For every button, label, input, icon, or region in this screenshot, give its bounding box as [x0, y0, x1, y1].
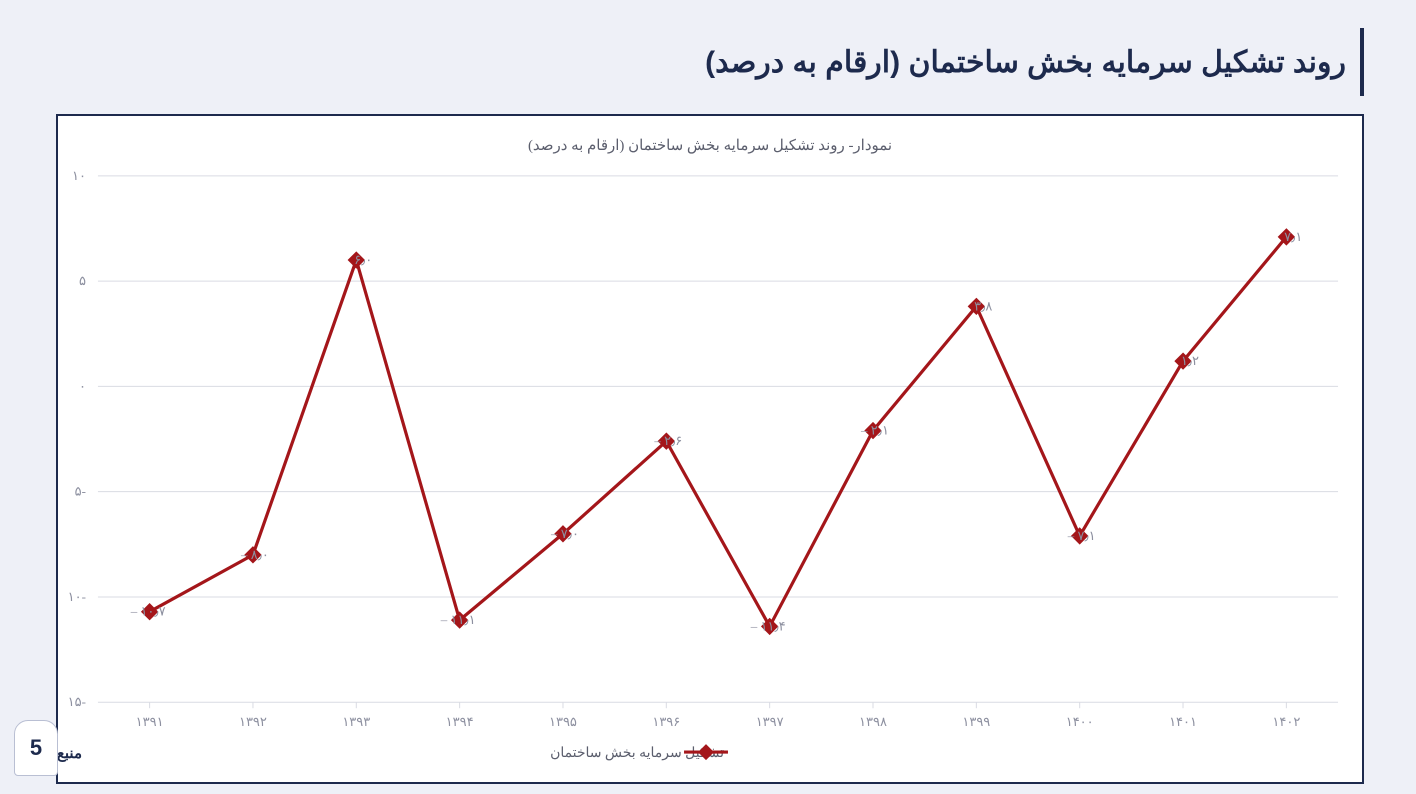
- svg-text:۲٫۱ –: ۲٫۱ –: [860, 423, 889, 438]
- svg-text:۶٫۰: ۶٫۰: [354, 252, 372, 267]
- svg-text:منبع: بانک مرکزی جمهوری اسلامی: منبع: بانک مرکزی جمهوری اسلامی ایران (۱۴…: [58, 746, 82, 762]
- svg-text:۱۳۹۳: ۱۳۹۳: [342, 714, 370, 729]
- svg-text:۱۳۹۹: ۱۳۹۹: [962, 714, 990, 729]
- svg-text:۱۳۹۵: ۱۳۹۵: [549, 714, 577, 729]
- svg-text:۷٫۱: ۷٫۱: [1284, 229, 1302, 244]
- svg-text:۱۵-: ۱۵-: [68, 694, 86, 709]
- svg-text:۱۳۹۱: ۱۳۹۱: [136, 714, 164, 729]
- page-title: روند تشکیل سرمایه بخش ساختمان (ارقام به …: [705, 45, 1346, 80]
- title-accent-bar: [1360, 28, 1364, 96]
- svg-text:۱۱٫۱ –: ۱۱٫۱ –: [440, 612, 476, 627]
- svg-text:۱۳۹۲: ۱۳۹۲: [239, 714, 267, 729]
- svg-text:۱۰: ۱۰: [72, 168, 86, 183]
- svg-text:۱۳۹۶: ۱۳۹۶: [652, 714, 680, 729]
- svg-text:۱۴۰۰: ۱۴۰۰: [1066, 714, 1094, 729]
- svg-text:۷٫۱ –: ۷٫۱ –: [1067, 528, 1096, 543]
- svg-text:۱۳۹۷: ۱۳۹۷: [756, 714, 784, 729]
- line-chart: نمودار- روند تشکیل سرمایه بخش ساختمان (ا…: [58, 116, 1362, 782]
- svg-text:۱۳۹۸: ۱۳۹۸: [859, 714, 887, 729]
- page-number-badge: 5: [14, 720, 58, 776]
- svg-text:۵-: ۵-: [75, 484, 86, 499]
- svg-text:۱۳۹۴: ۱۳۹۴: [446, 714, 474, 729]
- page-number: 5: [30, 735, 42, 761]
- svg-text:۵: ۵: [79, 273, 86, 288]
- svg-text:۱۰٫۷ –: ۱۰٫۷ –: [130, 604, 166, 619]
- svg-text:۱۴۰۱: ۱۴۰۱: [1169, 714, 1197, 729]
- svg-text:۱۰-: ۱۰-: [68, 589, 86, 604]
- svg-text:۷٫۰ –: ۷٫۰ –: [550, 526, 579, 541]
- svg-text:۸٫۰ –: ۸٫۰ –: [240, 547, 269, 562]
- svg-text:۱۱٫۴ –: ۱۱٫۴ –: [750, 618, 786, 633]
- svg-text:۳٫۸: ۳٫۸: [974, 298, 992, 313]
- svg-text:۱۴۰۲: ۱۴۰۲: [1272, 714, 1300, 729]
- chart-card: نمودار- روند تشکیل سرمایه بخش ساختمان (ا…: [56, 114, 1364, 784]
- svg-text:۰: ۰: [79, 378, 86, 393]
- svg-text:۲٫۶ –: ۲٫۶ –: [653, 433, 682, 448]
- svg-text:۱٫۲: ۱٫۲: [1181, 353, 1199, 368]
- title-block: روند تشکیل سرمایه بخش ساختمان (ارقام به …: [705, 28, 1364, 96]
- svg-text:نمودار- روند تشکیل سرمایه بخش: نمودار- روند تشکیل سرمایه بخش ساختمان (ا…: [528, 138, 892, 154]
